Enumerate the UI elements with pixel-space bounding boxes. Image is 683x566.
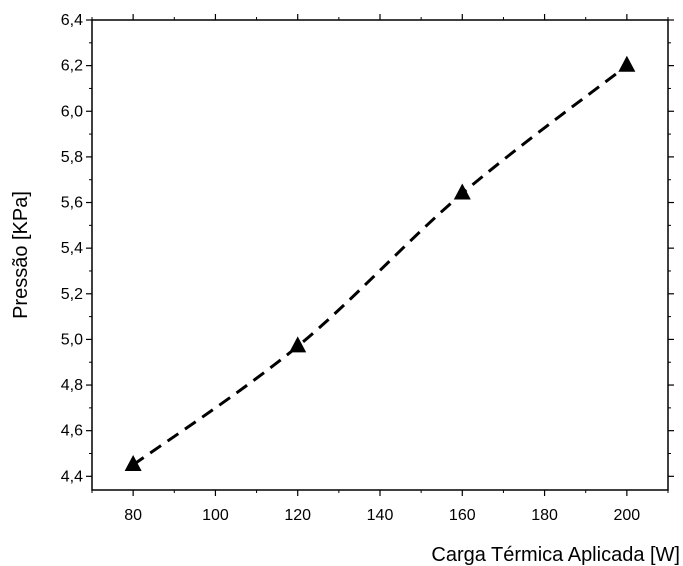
x-tick-label: 180 <box>531 507 558 524</box>
data-point <box>124 454 142 471</box>
x-tick-label: 100 <box>202 507 229 524</box>
x-tick-label: 200 <box>614 507 641 524</box>
y-tick-label: 4,8 <box>61 377 83 394</box>
y-tick-label: 5,0 <box>61 331 83 348</box>
x-tick-label: 80 <box>124 507 142 524</box>
x-tick-label: 160 <box>449 507 476 524</box>
x-tick-label: 140 <box>367 507 394 524</box>
y-tick-label: 5,4 <box>61 240 83 257</box>
y-tick-label: 6,2 <box>61 58 83 75</box>
data-point <box>618 55 636 72</box>
y-tick-label: 5,6 <box>61 195 83 212</box>
y-tick-label: 6,4 <box>61 12 83 29</box>
y-tick-label: 5,2 <box>61 286 83 303</box>
fit-line <box>132 64 628 467</box>
x-tick-label: 120 <box>284 507 311 524</box>
series-layer <box>124 55 636 471</box>
data-point <box>453 183 471 200</box>
y-tick-label: 4,6 <box>61 423 83 440</box>
plot-area <box>91 19 669 491</box>
x-axis-ticks: 80 100 120 140 160 180 200 <box>91 14 669 524</box>
y-axis-title: Pressão [KPa] <box>10 191 32 319</box>
y-tick-label: 4,4 <box>61 468 83 485</box>
y-axis-ticks: 4,4 4,6 4,8 5,0 5,2 5,4 5,6 5,8 6,0 6,2 6,4 <box>61 12 674 485</box>
y-tick-label: 6,0 <box>61 103 83 120</box>
y-tick-label: 5,8 <box>61 149 83 166</box>
plot-frame <box>91 19 669 491</box>
x-axis-title: Carga Térmica Aplicada [W] <box>431 544 680 566</box>
data-point <box>289 336 307 353</box>
